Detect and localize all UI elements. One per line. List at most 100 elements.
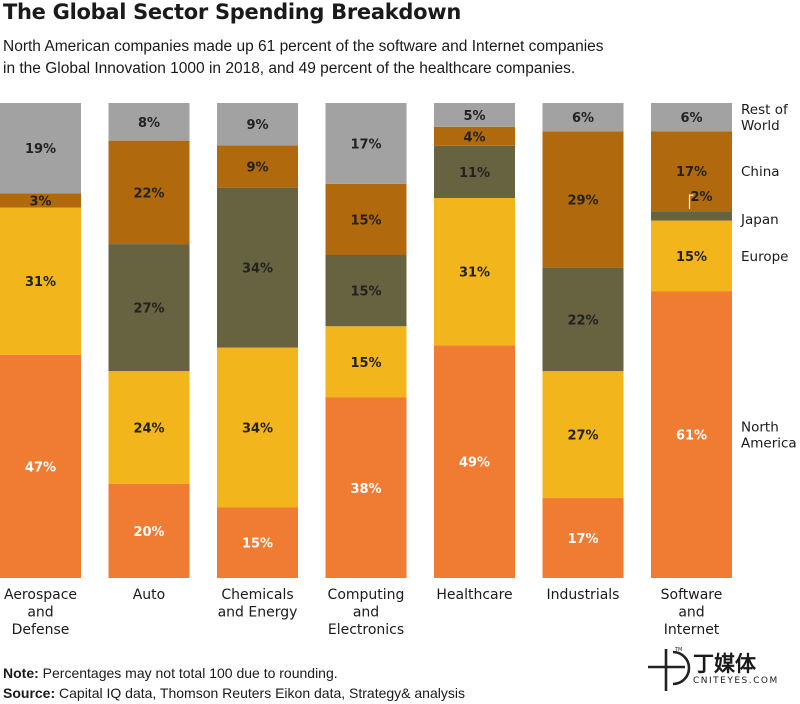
label-chemicals-and-energy-north-america: 15% — [242, 537, 273, 552]
category-label-chemicals-and-energy-line-2: and Energy — [218, 605, 298, 621]
category-label-industrials-line-1: Industrials — [547, 587, 620, 603]
bar-computing-and-electronics-japan — [325, 255, 407, 327]
label-chemicals-and-energy-japan: 34% — [242, 262, 273, 277]
bar-aerospace-and-defense-europe — [0, 207, 81, 355]
logo-tm: TM — [674, 647, 682, 653]
label-aerospace-and-defense-china: 3% — [29, 194, 51, 209]
label-computing-and-electronics-china: 15% — [350, 213, 381, 228]
bar-aerospace-and-defense-china — [0, 193, 81, 208]
segment-labels-layer: 47% 31% 3% 19% 20% 24% 27% 22% 8% 15% 34% 34% 9% 9% 38… — [25, 109, 713, 552]
logo-en-text: CNITEYES.COM — [693, 676, 779, 686]
category-label-computing-and-electronics-line-2: and — [353, 605, 379, 621]
note-text: Percentages may not total 100 due to rou… — [38, 665, 338, 681]
label-software-and-internet-europe: 15% — [676, 250, 707, 265]
category-label-computing-and-electronics-line-1: Computing — [328, 587, 405, 603]
label-software-and-internet-north-america: 61% — [676, 429, 707, 444]
label-industrials-japan: 22% — [567, 313, 598, 328]
bar-industrials-rest-of-world — [542, 103, 624, 132]
publisher-logo: TM 丁媒体 CNITEYES.COM — [645, 645, 795, 695]
bar-chemicals-and-energy-china — [217, 145, 298, 188]
bar-auto-europe — [108, 371, 190, 484]
category-label-software-and-internet-line-3: Internet — [664, 622, 720, 638]
bar-computing-and-electronics-europe — [325, 326, 407, 398]
note-label: Note: — [3, 665, 39, 681]
bar-computing-and-electronics-china — [325, 183, 407, 255]
source-line: Source: Capital IQ data, Thomson Reuters… — [3, 685, 465, 701]
category-label-aerospace-and-defense-line-1: Aerospace — [4, 587, 77, 603]
bar-software-and-internet-japan — [651, 211, 732, 221]
label-industrials-europe: 27% — [567, 429, 598, 444]
bar-computing-and-electronics-rest-of-world — [325, 103, 407, 184]
bar-auto-china — [108, 140, 190, 245]
bar-aerospace-and-defense-rest-of-world — [0, 103, 81, 194]
source-text: Capital IQ data, Thomson Reuters Eikon d… — [55, 685, 465, 701]
bar-industrials-china — [542, 131, 624, 268]
label-computing-and-electronics-europe: 15% — [350, 356, 381, 371]
footnote: Note: Percentages may not total 100 due … — [3, 665, 338, 681]
label-computing-and-electronics-north-america: 38% — [350, 482, 381, 497]
label-industrials-rest-of-world: 6% — [572, 111, 594, 126]
label-software-and-internet-rest-of-world: 6% — [680, 111, 702, 126]
label-software-and-internet-china: 17% — [676, 165, 707, 180]
category-label-computing-and-electronics-line-3: Electronics — [328, 622, 404, 638]
bar-chemicals-and-energy-japan — [217, 187, 298, 348]
bar-software-and-internet-rest-of-world — [651, 103, 732, 132]
label-healthcare-europe: 31% — [459, 266, 490, 281]
bar-software-and-internet-china — [651, 131, 732, 212]
bar-healthcare-china — [434, 126, 515, 146]
bar-chemicals-and-energy-north-america — [217, 507, 298, 578]
bar-chemicals-and-energy-europe — [217, 347, 298, 508]
bar-software-and-internet-europe — [651, 220, 732, 292]
category-label-software-and-internet-line-1: Software — [661, 587, 723, 603]
logo-cn-text: 丁媒体 — [693, 652, 756, 676]
label-aerospace-and-defense-europe: 31% — [25, 275, 56, 290]
label-healthcare-china: 4% — [463, 130, 485, 145]
category-label-healthcare-line-1: Healthcare — [436, 587, 512, 603]
label-aerospace-and-defense-north-america: 47% — [25, 460, 56, 475]
legend-europe-line-1: Europe — [741, 249, 788, 265]
bar-industrials-europe — [542, 371, 624, 499]
bar-industrials-japan — [542, 267, 624, 372]
subtitle-line-2: in the Global Innovation 1000 in 2018, a… — [3, 60, 576, 77]
legend-japan-line-1: Japan — [740, 212, 779, 228]
bar-auto-japan — [108, 244, 190, 372]
source-label: Source: — [3, 685, 56, 701]
category-label-aerospace-and-defense-line-2: and — [27, 605, 53, 621]
category-label-software-and-internet-line-2: and — [678, 605, 704, 621]
bar-aerospace-and-defense-north-america — [0, 354, 81, 578]
bar-industrials-north-america — [542, 498, 624, 578]
category-label-aerospace-and-defense-line-3: Defense — [12, 622, 70, 638]
bar-auto-north-america — [108, 483, 190, 578]
logo-mark-icon: TM — [648, 647, 691, 691]
label-aerospace-and-defense-rest-of-world: 19% — [25, 142, 56, 157]
bar-auto-rest-of-world — [108, 103, 190, 141]
legend-china-line-1: China — [741, 164, 780, 180]
label-chemicals-and-energy-europe: 34% — [242, 422, 273, 437]
bar-software-and-internet-north-america — [651, 291, 732, 578]
label-industrials-north-america: 17% — [567, 532, 598, 547]
label-auto-north-america: 20% — [133, 525, 164, 540]
callout-line-software-and-internet-japan — [688, 194, 694, 210]
label-healthcare-rest-of-world: 5% — [463, 109, 485, 124]
bars-layer — [0, 103, 732, 578]
label-software-and-internet-japan: 2% — [690, 190, 712, 205]
label-auto-europe: 24% — [133, 422, 164, 437]
bar-healthcare-rest-of-world — [434, 103, 515, 127]
category-label-chemicals-and-energy-line-1: Chemicals — [221, 587, 293, 603]
legend-rest-of-world-line-2: World — [741, 118, 780, 134]
category-label-auto-line-1: Auto — [133, 587, 166, 603]
label-chemicals-and-energy-china: 9% — [246, 160, 268, 175]
legend-north-america-line-2: America — [741, 436, 797, 452]
label-computing-and-electronics-japan: 15% — [350, 285, 381, 300]
chart-subtitle: North American companies made up 61 perc… — [3, 36, 793, 80]
bar-healthcare-europe — [434, 198, 515, 346]
bar-computing-and-electronics-north-america — [325, 397, 407, 578]
legend-north-america-line-1: North — [741, 420, 779, 436]
chart-title: The Global Sector Spending Breakdown — [3, 0, 461, 24]
subtitle-line-1: North American companies made up 61 perc… — [3, 38, 604, 55]
label-auto-china: 22% — [133, 186, 164, 201]
label-computing-and-electronics-rest-of-world: 17% — [350, 137, 381, 152]
legend-rest-of-world-line-1: Rest of — [741, 102, 789, 118]
